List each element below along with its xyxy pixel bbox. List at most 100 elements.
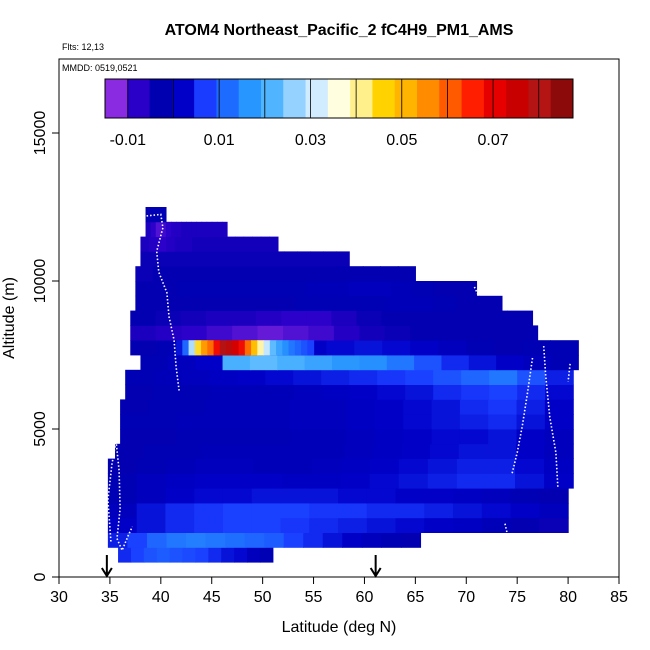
- heatmap-cell: [277, 355, 306, 371]
- colorbar-swatch: [417, 79, 440, 118]
- heatmap-cell: [301, 340, 308, 356]
- heatmap-cell: [205, 399, 234, 415]
- heatmap-cell: [176, 429, 206, 445]
- heatmap-cell: [366, 488, 397, 504]
- heatmap-cell: [233, 414, 263, 430]
- heatmap-cell: [545, 369, 574, 385]
- heatmap-cell: [148, 414, 178, 430]
- colorbar-swatch: [216, 79, 240, 118]
- colorbar: -0.01 0.01 0.03 0.05 0.07: [104, 78, 574, 149]
- heatmap-cell: [234, 547, 248, 563]
- heatmap-cell: [205, 532, 226, 548]
- heatmap-cell: [510, 488, 540, 504]
- x-tick-label: 70: [457, 589, 475, 606]
- heatmap-cell: [431, 414, 461, 430]
- heatmap-cell: [284, 281, 307, 297]
- colorbar-swatch: [528, 79, 552, 118]
- heatmap-cell: [155, 207, 158, 223]
- heatmap-cell: [260, 236, 270, 252]
- heatmap-cell: [255, 310, 282, 326]
- heatmap-cell: [515, 443, 546, 459]
- heatmap-cell: [550, 340, 579, 356]
- heatmap-cell: [224, 458, 254, 474]
- heatmap-cell: [251, 503, 282, 519]
- heatmap-cell: [485, 473, 516, 489]
- heatmap-cell: [120, 399, 150, 415]
- heatmap-cell: [395, 517, 425, 533]
- colorbar-swatch: [550, 79, 574, 118]
- heatmap-cell: [107, 458, 138, 474]
- heatmap-cell: [209, 384, 238, 400]
- heatmap-cell: [205, 429, 234, 445]
- heatmap-cell: [186, 221, 192, 237]
- heatmap-cell: [232, 340, 240, 356]
- heatmap-cell: [281, 310, 307, 326]
- x-tick-label: 80: [559, 589, 577, 606]
- heatmap-cell: [457, 310, 483, 326]
- heatmap-cell: [130, 325, 157, 341]
- heatmap-cell: [166, 458, 196, 474]
- heatmap-cell: [431, 399, 461, 415]
- heatmap-cell: [374, 399, 404, 415]
- heatmap-cell: [244, 251, 259, 267]
- heatmap-cell: [251, 488, 282, 504]
- heatmap-cell: [154, 207, 157, 223]
- heatmap-cell: [205, 310, 232, 326]
- heatmap-cell: [280, 517, 310, 533]
- heatmap-cell: [481, 488, 512, 504]
- heatmap-cell: [424, 517, 454, 533]
- heatmap-cell: [290, 399, 319, 415]
- heatmap-cell: [226, 340, 233, 356]
- plot-frame: [58, 58, 620, 578]
- heatmap-cell: [156, 547, 171, 563]
- heatmap-cell: [322, 532, 343, 548]
- colorbar-swatch: [350, 79, 373, 118]
- heatmap-cell: [238, 340, 246, 356]
- heatmap-cell: [158, 295, 182, 311]
- heatmap-cell: [194, 503, 224, 519]
- heatmap-cell: [269, 236, 279, 252]
- heatmap-cell: [414, 355, 443, 371]
- heatmap-cell: [369, 281, 392, 297]
- heatmap-cell: [337, 517, 368, 533]
- heatmap-cell: [461, 369, 490, 385]
- heatmap-cell: [280, 488, 310, 504]
- colorbar-tick-label: 0.07: [478, 132, 509, 149]
- heatmap-cells: [107, 207, 579, 563]
- heatmap-cell: [337, 488, 368, 504]
- heatmap-cell: [458, 443, 488, 459]
- heatmap-cell: [170, 266, 189, 282]
- heatmap-cell: [386, 355, 415, 371]
- heatmap-cell: [333, 325, 360, 341]
- heatmap-cell: [311, 473, 342, 489]
- heatmap-cell: [153, 369, 182, 385]
- heatmap-cell: [247, 547, 261, 563]
- heatmap-cell: [158, 207, 161, 223]
- colorbar-swatch: [483, 79, 507, 118]
- heatmap-cell: [544, 443, 574, 459]
- heatmap-cell: [461, 384, 490, 400]
- heatmap-cell: [251, 340, 258, 356]
- heatmap-cell: [171, 221, 177, 237]
- heatmap-cell: [456, 458, 487, 474]
- heatmap-cell: [225, 532, 246, 548]
- heatmap-cell: [244, 532, 265, 548]
- heatmap-cell: [181, 369, 210, 385]
- heatmap-cell: [252, 236, 262, 252]
- heatmap-cell: [403, 399, 433, 415]
- heatmap-cell: [466, 340, 495, 356]
- heatmap-cell: [401, 443, 431, 459]
- heatmap-cell: [382, 340, 411, 356]
- heatmap-cell: [181, 221, 187, 237]
- date-note: MMDD: 0519,0521: [62, 63, 138, 73]
- heatmap-cell: [522, 340, 551, 356]
- heatmap-cell: [233, 429, 263, 445]
- heatmap-cell: [234, 236, 245, 252]
- heatmap-cell: [192, 236, 202, 252]
- heatmap-cell: [199, 281, 222, 297]
- heatmap-cell: [155, 221, 162, 237]
- heatmap-cell: [377, 369, 406, 385]
- heatmap-cell: [424, 488, 454, 504]
- x-tick-label: 40: [152, 589, 170, 606]
